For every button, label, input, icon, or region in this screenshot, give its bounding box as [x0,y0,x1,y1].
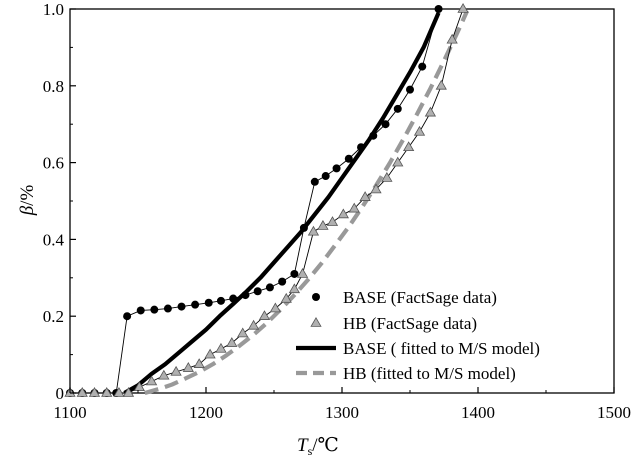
legend-label: HB (FactSage data) [343,314,477,333]
hb-data-point [359,191,371,201]
y-tick-label: 0.8 [43,77,64,96]
hb-data-point [317,219,329,230]
hb-data-point [204,348,216,359]
y-tick-label: 0 [56,384,65,403]
x-axis-title-unit: /℃ [312,435,339,456]
base-data-point [381,120,390,129]
hb-data-point [435,79,447,90]
hb-data-point [326,216,339,226]
hb-data-line [70,8,464,394]
hb-data-point [113,386,125,397]
base-data-point [123,312,132,321]
base-data-point [150,305,159,314]
hb-data-point [101,386,113,397]
base-data-point [369,131,378,140]
hb-data-point [226,337,238,347]
x-tick-label: 1200 [189,403,223,422]
base-data-point [406,85,414,94]
hb-data-point [403,141,415,152]
hb-data-point [307,225,320,236]
hb-data-point [413,125,426,136]
base-data-point [434,5,443,13]
y-axis-title-symbol: β [17,205,38,216]
hb-data-point [247,319,260,330]
base-data-line [70,8,439,394]
base-data-point [253,287,262,296]
axes-layer: 1100 1200 1300 1400 1500 0 0.2 0.4 0.6 0.8 1.0 [43,0,631,422]
hb-data-point [170,365,182,376]
legend-label: BASE ( fitted to M/S model) [343,339,540,358]
hb-data-point [215,342,227,353]
hb-data-point [122,386,135,397]
x-tick-label: 1100 [53,403,86,422]
base-data-point [332,164,341,173]
base-data-point [229,294,238,303]
y-axis-title-unit: /% [17,185,38,206]
base-data-point [177,302,186,311]
hb-data-point [370,183,382,194]
hb-data-point [145,375,158,386]
hb-data-point [133,381,145,392]
y-axis-title: β/% [17,185,38,217]
plot-frame [69,8,615,394]
plot-area [69,8,615,394]
base-data-point [290,269,299,278]
hb-data-point [182,362,194,372]
hb-data-point [158,369,170,380]
hb-data-point [392,156,404,167]
legend-label: HB (fitted to M/S model) [343,364,516,383]
base-data-point [265,283,274,292]
legend-base-data-swatch [312,293,320,301]
x-axis-title-main: T [297,435,309,456]
base-data-point [163,304,172,313]
hb-data-point [446,33,458,44]
hb-data-point [88,386,101,397]
base-data-point [321,172,330,181]
y-tick-label: 1.0 [43,0,64,19]
base-fit-line [123,12,441,395]
hb-data-point [76,386,88,397]
hb-data-point [296,267,309,278]
base-data-point [418,62,427,71]
x-axis-title-sub: s [308,444,313,458]
hb-data-point [237,327,249,338]
base-data-point [299,223,308,232]
base-data-point [344,154,353,163]
base-data-point [241,291,250,300]
y-tick-label: 0.6 [43,154,64,173]
hb-data-point [457,2,469,13]
legend-label: BASE (FactSage data) [343,288,497,307]
hb-data-point [193,358,205,368]
hb-fit-line [144,10,470,396]
y-tick-label: 0.2 [43,307,64,326]
base-data-point [357,143,366,152]
hb-data-point [424,106,437,117]
x-tick-label: 1300 [325,403,359,422]
hb-data-point [258,310,271,320]
hb-data-point [280,292,292,303]
base-data-point [191,300,200,309]
hb-data-point [348,202,360,213]
base-data-point [136,306,145,315]
x-axis-title: Ts/℃ [297,435,339,458]
hb-data-point [288,283,301,294]
legend: BASE (FactSage data) HB (FactSage data) BA… [296,288,540,383]
hb-data-point [381,171,393,182]
hb-data-point [337,208,349,219]
base-data-point [278,277,287,286]
base-data-point [393,104,402,113]
series-layer [64,2,470,397]
x-tick-label: 1500 [597,403,631,422]
y-tick-label: 0.4 [43,230,65,249]
hb-data-point [269,302,281,313]
base-data-point [204,298,213,307]
legend-hb-data-swatch [310,316,322,327]
x-tick-label: 1400 [461,403,495,422]
base-data-point [310,177,319,186]
base-data-point [216,296,225,305]
